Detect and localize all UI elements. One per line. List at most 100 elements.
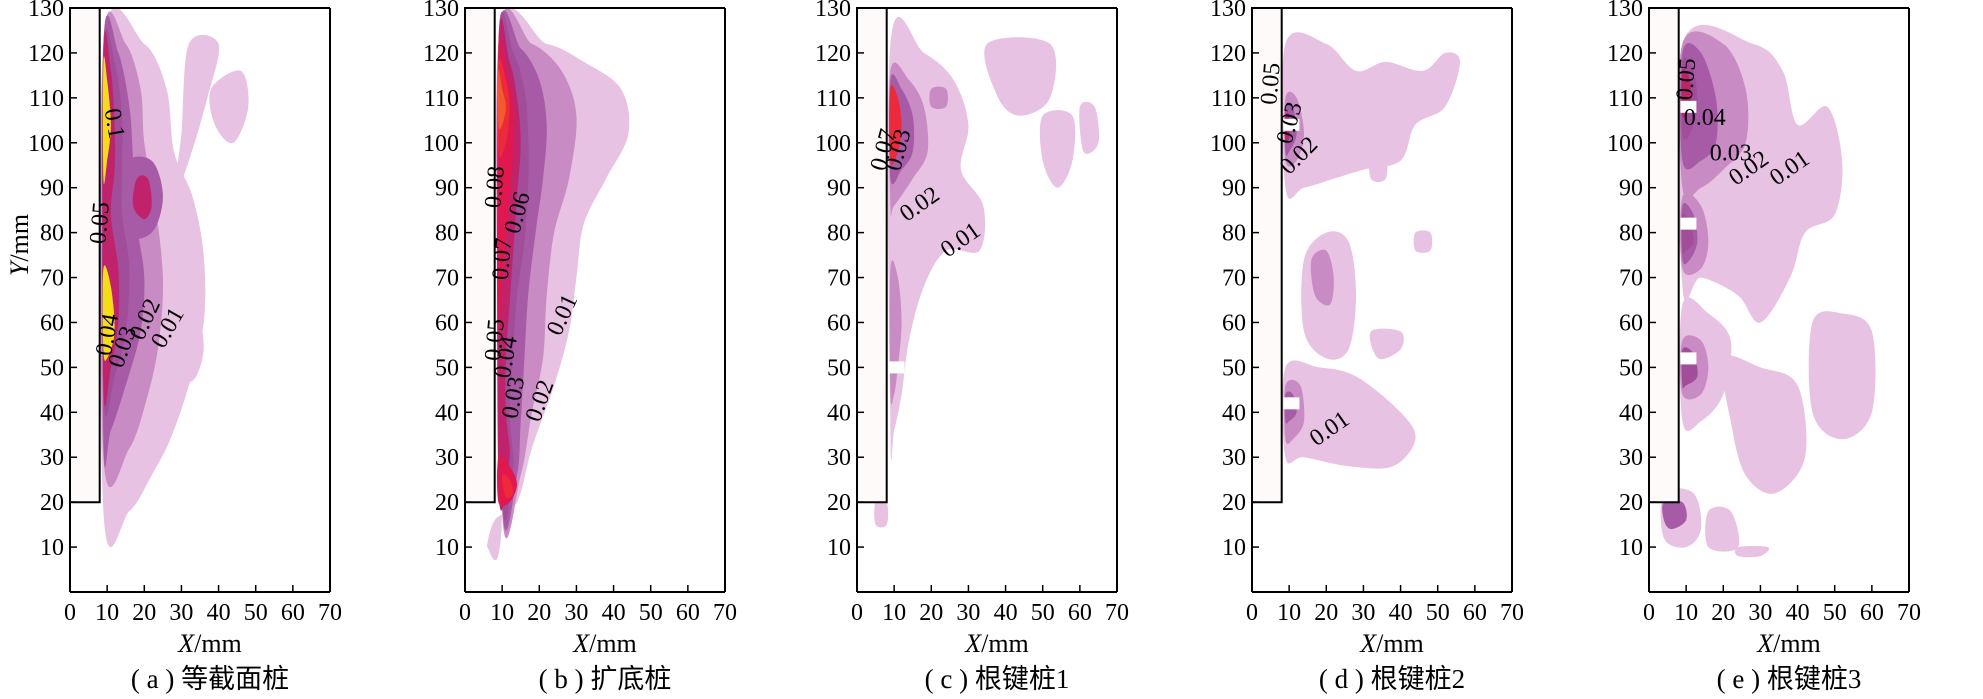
x-tick-label: 0: [851, 600, 863, 626]
x-tick-label: 10: [1277, 600, 1301, 626]
y-tick-label: 90: [435, 176, 459, 202]
y-tick-label: 100: [1210, 131, 1246, 157]
contour-region-0_01: [1808, 311, 1876, 440]
root-key-notch: [1283, 397, 1300, 410]
y-tick-label: 30: [827, 445, 851, 471]
x-tick-label: 50: [1426, 600, 1450, 626]
contour-label: 0.07: [488, 237, 518, 281]
contour-region-0_1: [102, 265, 115, 361]
y-tick-label: 100: [423, 131, 459, 157]
y-tick-label: 80: [435, 221, 459, 247]
y-axis-label: Y/mm: [5, 214, 34, 276]
contour-fills: [487, 8, 630, 561]
y-tick-label: 80: [40, 221, 64, 247]
x-tick-label: 60: [1463, 600, 1487, 626]
contour-region-0_01: [1079, 101, 1100, 154]
x-tick-label: 60: [1860, 600, 1884, 626]
x-tick-label: 60: [1068, 600, 1092, 626]
y-tick-label: 70: [435, 266, 459, 292]
root-key-notch: [1680, 464, 1697, 477]
y-tick-label: 100: [815, 131, 851, 157]
contour-region-0_01: [1369, 328, 1404, 360]
x-tick-label: 20: [919, 600, 943, 626]
y-tick-label: 80: [1222, 221, 1246, 247]
x-tick-label: 30: [1748, 600, 1772, 626]
y-tick-label: 100: [1607, 131, 1643, 157]
x-axis-label: X/mm: [964, 629, 1029, 658]
contour-region-0_01: [1369, 148, 1388, 183]
x-tick-label: 30: [1351, 600, 1375, 626]
panel-caption: ( e ) 根键桩3: [1717, 664, 1862, 694]
y-tick-label: 30: [435, 445, 459, 471]
contour-region-0_01: [874, 499, 889, 528]
y-tick-label: 40: [40, 400, 64, 426]
y-tick-label: 130: [1210, 0, 1246, 22]
panel-5: 10 20 30 40 50 60 70 80 90 100 110 120 130 0 10 20 30 40 5…: [1607, 0, 1921, 694]
x-tick-label: 50: [244, 600, 268, 626]
y-tick-label: 60: [827, 310, 851, 336]
y-tick-label: 10: [40, 535, 64, 561]
y-tick-label: 30: [1222, 445, 1246, 471]
y-tick-label: 20: [435, 490, 459, 516]
x-tick-label: 70: [318, 600, 342, 626]
y-tick-label: 90: [1619, 176, 1643, 202]
contour-label: 0.08: [480, 165, 510, 209]
y-tick-label: 60: [435, 310, 459, 336]
x-tick-label: 50: [1031, 600, 1055, 626]
contour-region-0_02: [1310, 249, 1334, 306]
x-tick-label: 70: [1105, 600, 1129, 626]
contour-region-0_03: [1662, 499, 1687, 530]
y-tick-label: 70: [1222, 266, 1246, 292]
contour-region-0_08: [497, 69, 506, 130]
contour-label: 0.05: [1256, 62, 1286, 106]
contour-fills: [874, 16, 1100, 528]
y-tick-label: 110: [1211, 86, 1246, 112]
y-tick-label: 40: [435, 400, 459, 426]
contour-label: 0.04: [1684, 105, 1726, 131]
y-tick-label: 20: [1619, 490, 1643, 516]
y-tick-label: 120: [815, 41, 851, 67]
y-tick-label: 130: [423, 0, 459, 22]
y-tick-label: 130: [28, 0, 64, 22]
x-tick-label: 40: [1389, 600, 1413, 626]
pile-outline: [69, 7, 101, 504]
contour-region-0_01: [1705, 506, 1740, 552]
contour-region-0_05: [132, 175, 152, 220]
y-tick-label: 50: [1619, 355, 1643, 381]
x-tick-label: 50: [639, 600, 663, 626]
contour-region-0_01: [984, 37, 1057, 116]
x-tick-label: 10: [490, 600, 514, 626]
y-tick-label: 50: [1222, 355, 1246, 381]
y-tick-label: 130: [1607, 0, 1643, 22]
contour-region-0_01: [171, 311, 204, 382]
x-tick-label: 0: [1643, 600, 1655, 626]
x-tick-label: 10: [882, 600, 906, 626]
contour-region-0_01: [1721, 355, 1807, 494]
contour-region-0_01: [209, 70, 249, 144]
y-tick-label: 20: [40, 490, 64, 516]
contour-fills: [1281, 32, 1460, 469]
x-tick-label: 30: [956, 600, 980, 626]
y-tick-label: 110: [816, 86, 851, 112]
contour-label: 0.03: [1710, 141, 1752, 167]
x-tick-label: 0: [64, 600, 76, 626]
contour-region-0_01: [1281, 32, 1460, 199]
y-tick-label: 90: [827, 176, 851, 202]
contour-region-0_07: [889, 85, 902, 165]
contour-region-0_02: [929, 86, 948, 110]
x-tick-label: 50: [1823, 600, 1847, 626]
x-tick-label: 70: [713, 600, 737, 626]
y-tick-label: 30: [40, 445, 64, 471]
x-axis-label: X/mm: [177, 629, 242, 658]
contour-label: 0.1: [99, 107, 130, 141]
x-tick-label: 20: [527, 600, 551, 626]
root-key-notch: [888, 361, 905, 374]
y-tick-label: 70: [40, 266, 64, 292]
y-tick-label: 20: [827, 490, 851, 516]
y-tick-label: 50: [435, 355, 459, 381]
y-tick-label: 120: [1607, 41, 1643, 67]
contour-region-0_01: [1282, 360, 1416, 469]
y-tick-label: 60: [1619, 310, 1643, 336]
contour-label: 0.05: [480, 318, 510, 362]
